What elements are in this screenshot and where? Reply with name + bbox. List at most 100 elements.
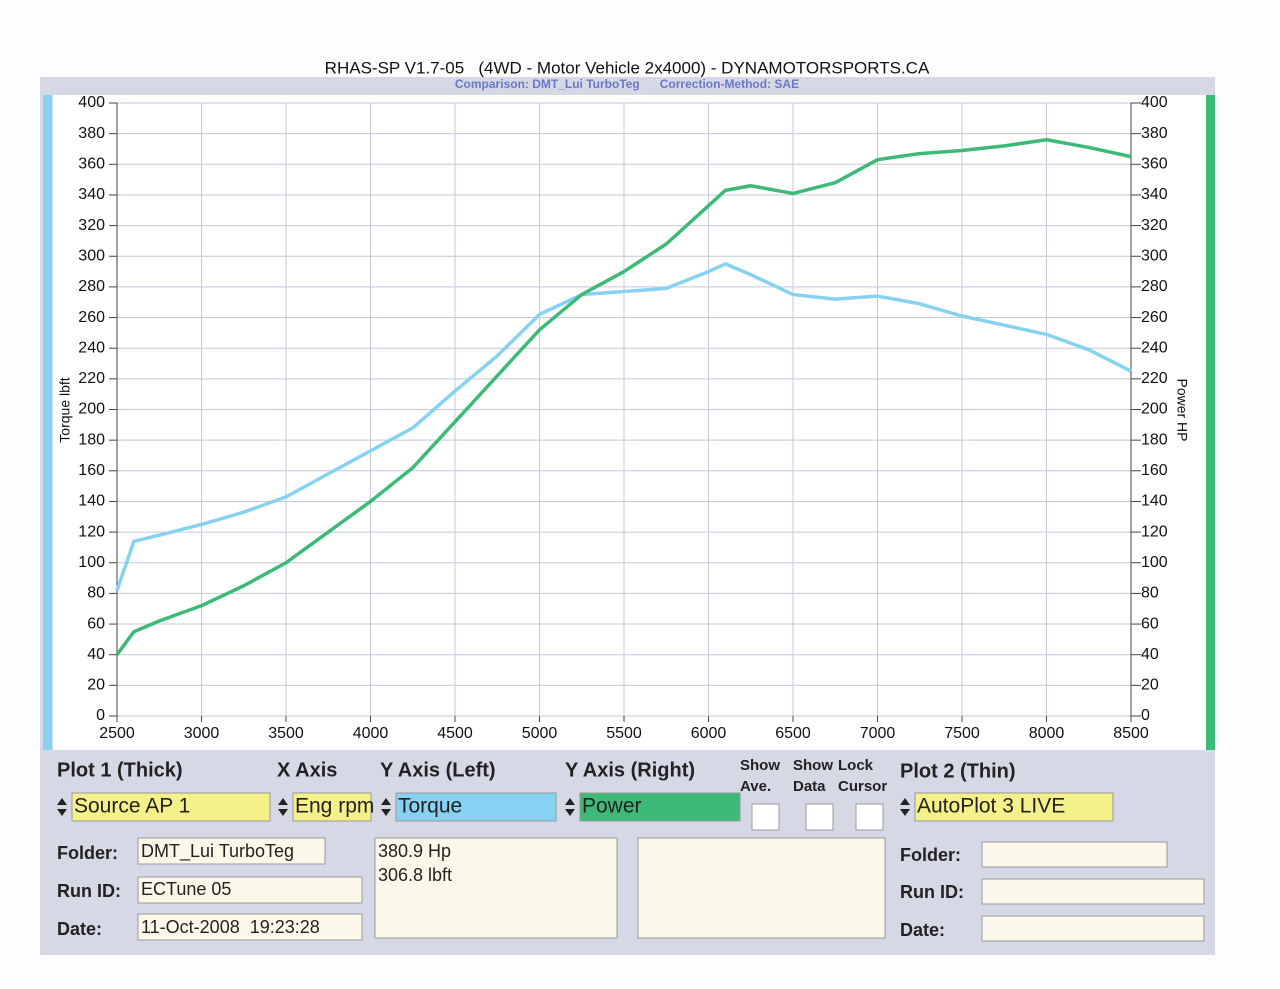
- checkbox[interactable]: [855, 803, 884, 831]
- dropdown[interactable]: [292, 792, 372, 822]
- field-value: ECTune 05: [141, 879, 231, 899]
- y-tick-label: 180: [78, 431, 105, 448]
- y2-tick-label: 0: [1141, 707, 1150, 724]
- series-line: [115, 138, 1132, 656]
- y2-tick-label: 180: [1141, 431, 1168, 448]
- x-tick-label: 7500: [944, 725, 980, 742]
- y2-tick-label: 80: [1141, 585, 1159, 602]
- x-tick-label: 6500: [775, 725, 811, 742]
- header: Plot 1 (Thick): [57, 759, 183, 781]
- field-label: Run ID:: [900, 882, 964, 902]
- dropdown-value: Eng rpm: [295, 795, 374, 818]
- y2-tick-label: 300: [1141, 247, 1168, 264]
- dropdown-value: AutoPlot 3 LIVE: [917, 795, 1065, 818]
- readout-box: [374, 837, 618, 939]
- y2-tick-label: 100: [1141, 554, 1168, 571]
- checkbox-label: Cursor: [838, 778, 887, 795]
- y2-tick-label: 360: [1141, 156, 1168, 173]
- field-label: Date:: [57, 919, 102, 939]
- y2-tick-label: 340: [1141, 186, 1168, 203]
- x-tick-label: 8500: [1113, 725, 1149, 742]
- y2-tick-label: 220: [1141, 370, 1168, 387]
- y-tick-label: 300: [78, 247, 105, 264]
- field-label: Folder:: [900, 845, 961, 865]
- plot-bg: [53, 95, 1206, 750]
- y-tick-label: 80: [87, 585, 105, 602]
- y2-tick-label: 380: [1141, 125, 1168, 142]
- dropdown[interactable]: [914, 792, 1114, 822]
- header: X Axis: [277, 759, 337, 781]
- y2-tick-label: 160: [1141, 462, 1168, 479]
- checkbox-label: Show: [740, 757, 780, 774]
- x-tick-label: 7000: [860, 725, 896, 742]
- spinner-icon: [381, 798, 391, 816]
- y2-tick-label: 120: [1141, 523, 1168, 540]
- y2-tick-label: 140: [1141, 493, 1168, 510]
- x-tick-label: 5500: [606, 725, 642, 742]
- field-box: [981, 841, 1168, 868]
- y-tick-label: 200: [78, 401, 105, 418]
- field-value: 11-Oct-2008 19:23:28: [141, 917, 320, 937]
- readout-value: 380.9 Hp: [378, 841, 451, 861]
- y2-tick-label: 240: [1141, 339, 1168, 356]
- field-label: Date:: [900, 920, 945, 940]
- x-tick-label: 6000: [691, 725, 727, 742]
- right-axis-bar: [1206, 95, 1215, 750]
- y2-tick-label: 320: [1141, 217, 1168, 234]
- y2-tick-label: 280: [1141, 278, 1168, 295]
- chart-title: RHAS-SP V1.7-05 (4WD - Motor Vehicle 2x4…: [325, 58, 930, 77]
- header: Y Axis (Right): [565, 759, 695, 781]
- y-tick-label: 100: [78, 554, 105, 571]
- y-tick-label: 60: [87, 615, 105, 632]
- dropdown[interactable]: [579, 792, 741, 822]
- y-tick-label: 340: [78, 186, 105, 203]
- y-tick-label: 280: [78, 278, 105, 295]
- checkbox-label: Ave.: [740, 778, 771, 795]
- y-tick-label: 120: [78, 523, 105, 540]
- y2-tick-label: 60: [1141, 615, 1159, 632]
- y-tick-label: 160: [78, 462, 105, 479]
- y2-tick-label: 400: [1141, 94, 1168, 111]
- y2-tick-label: 40: [1141, 646, 1159, 663]
- spinner-icon: [278, 798, 288, 816]
- y2-axis-label: Power HP: [1174, 378, 1190, 441]
- x-tick-label: 3000: [184, 725, 220, 742]
- dropdown-value: Torque: [398, 795, 462, 818]
- field-box: [981, 878, 1205, 905]
- y-tick-label: 360: [78, 156, 105, 173]
- left-axis-bar: [43, 95, 52, 750]
- readout-box: [637, 837, 886, 939]
- chart-subtitle: Comparison: DMT_Lui TurboTeg Correction-…: [455, 77, 799, 91]
- checkbox-label: Data: [793, 778, 826, 795]
- x-tick-label: 4000: [353, 725, 389, 742]
- header: Y Axis (Left): [380, 759, 496, 781]
- y-tick-label: 140: [78, 493, 105, 510]
- series-line: [115, 262, 1132, 591]
- checkbox[interactable]: [751, 803, 780, 831]
- field-box: [137, 876, 363, 904]
- field-value: DMT_Lui TurboTeg: [141, 841, 294, 862]
- y-axis-label: Torque lbft: [57, 377, 73, 442]
- x-tick-label: 4500: [437, 725, 473, 742]
- checkbox-label: Show: [793, 757, 833, 774]
- y-tick-label: 240: [78, 339, 105, 356]
- y-tick-label: 380: [78, 125, 105, 142]
- spinner-icon: [565, 798, 575, 816]
- x-tick-label: 2500: [99, 725, 135, 742]
- y2-tick-label: 20: [1141, 677, 1159, 694]
- spinner-icon: [900, 798, 910, 816]
- dropdown[interactable]: [395, 792, 557, 822]
- field-label: Run ID:: [57, 881, 121, 901]
- y-tick-label: 0: [96, 707, 105, 724]
- dropdown[interactable]: [71, 792, 271, 822]
- checkbox[interactable]: [805, 803, 834, 831]
- x-tick-label: 8000: [1029, 725, 1065, 742]
- dropdown-value: Power: [582, 795, 642, 818]
- header: Plot 2 (Thin): [900, 760, 1016, 782]
- y-tick-label: 260: [78, 309, 105, 326]
- field-box: [137, 837, 326, 865]
- y-tick-label: 20: [87, 677, 105, 694]
- y-tick-label: 320: [78, 217, 105, 234]
- y-tick-label: 40: [87, 646, 105, 663]
